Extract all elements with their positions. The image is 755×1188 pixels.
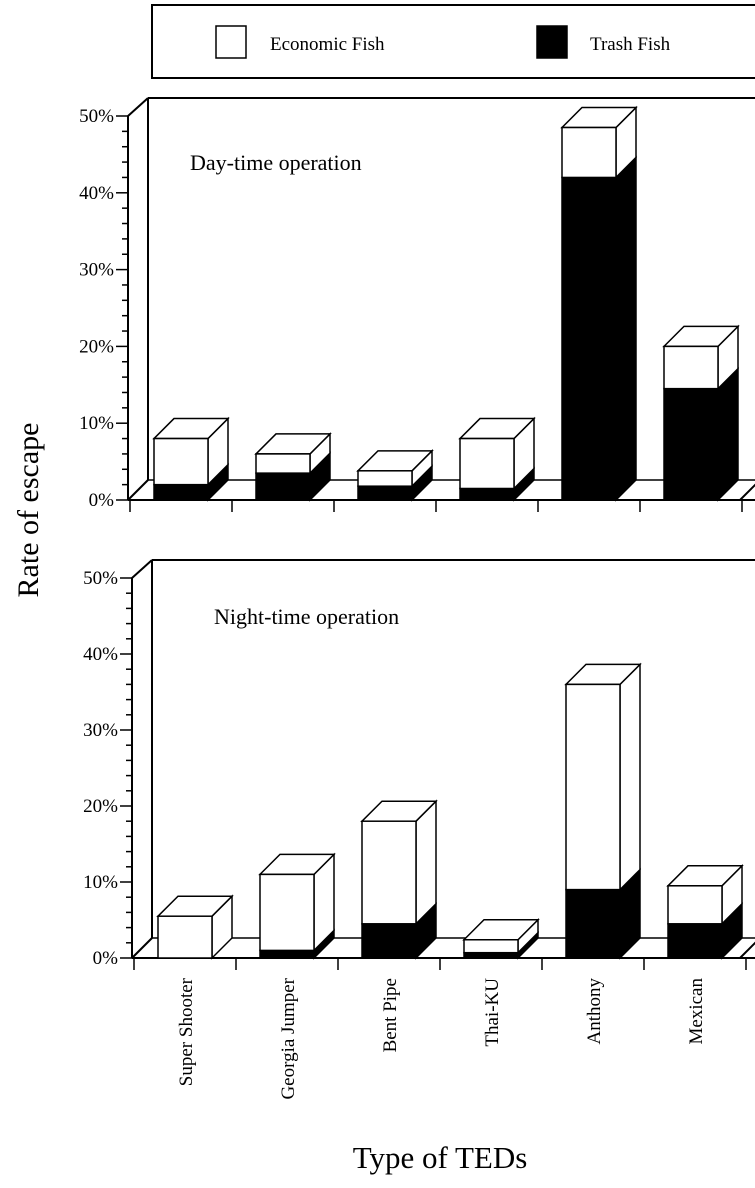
- corner-edge: [131, 559, 153, 579]
- floor-right-edge: [739, 483, 755, 501]
- y-axis-label: Rate of escape: [12, 423, 45, 598]
- category-label: Super Shooter: [176, 977, 197, 1086]
- bar-super-shooter: [156, 894, 234, 960]
- bar-thai-ku: [458, 416, 536, 502]
- bar-economic-front: [357, 470, 413, 487]
- bar-trash-front: [153, 483, 209, 501]
- bar-trash-front: [463, 951, 519, 959]
- bar-economic-side: [619, 662, 641, 892]
- bar-trash-front: [667, 923, 723, 959]
- y-tick-label: 30%: [83, 720, 118, 741]
- panel-title: Day-time operation: [190, 150, 362, 175]
- floor-right-edge: [739, 941, 755, 959]
- y-tick-label: 50%: [83, 568, 118, 589]
- y-tick-label: 0%: [93, 948, 119, 969]
- bar-economic-side: [415, 799, 437, 926]
- legend-swatch-trash: [536, 25, 568, 59]
- bar-economic-front: [255, 453, 311, 474]
- y-tick-label: 10%: [83, 872, 118, 893]
- bar-economic-front: [361, 820, 417, 925]
- bar-economic-front: [667, 885, 723, 925]
- category-label: Anthony: [584, 978, 605, 1045]
- y-tick-label: 20%: [79, 336, 114, 357]
- bar-anthony: [564, 662, 642, 960]
- y-tick-label: 10%: [79, 413, 114, 434]
- bar-trash-front: [255, 472, 311, 501]
- y-tick-label: 20%: [83, 796, 118, 817]
- bar-bent-pipe: [360, 799, 438, 960]
- category-label: Bent Pipe: [380, 978, 401, 1052]
- bar-thai-ku: [462, 917, 540, 960]
- bar-economic-front: [565, 683, 621, 891]
- bar-trash-front: [561, 176, 617, 501]
- bar-trash-front: [357, 485, 413, 501]
- legend-label-economic: Economic Fish: [270, 34, 385, 55]
- bar-bent-pipe: [356, 449, 434, 502]
- floor-left-edge: [127, 479, 149, 501]
- x-axis-label: Type of TEDs: [353, 1140, 528, 1175]
- bar-super-shooter: [152, 416, 230, 502]
- bar-economic-front: [459, 437, 515, 490]
- legend: Economic Fish Trash Fish: [151, 4, 755, 79]
- panel-title: Night-time operation: [214, 604, 399, 629]
- category-labels: Super Shooter Georgia Jumper Bent Pipe Thai…: [176, 977, 707, 1099]
- bar-economic-front: [259, 873, 315, 952]
- legend-swatch-economic: [215, 25, 247, 59]
- corner-edge: [127, 97, 149, 117]
- bar-economic-front: [561, 126, 617, 179]
- bar-trash-front: [565, 888, 621, 959]
- category-label: Georgia Jumper: [278, 977, 299, 1099]
- bar-mexican: [662, 324, 740, 502]
- y-tick-label: 0%: [89, 490, 115, 511]
- panel-day: 0% 10% 20% 30% 40% 50% Day-time operation: [79, 97, 755, 512]
- bar-economic-front: [663, 345, 719, 390]
- panel-night: 0% 10% 20% 30% 40% 50% Night-time operation: [83, 559, 755, 970]
- category-label: Thai-KU: [482, 978, 503, 1047]
- bar-trash-side: [717, 366, 739, 502]
- legend-frame: [151, 4, 755, 79]
- bar-economic-front: [153, 437, 209, 486]
- y-tick-label: 40%: [79, 183, 114, 204]
- bar-trash-front: [663, 387, 719, 501]
- bar-georgia-jumper: [254, 432, 332, 502]
- y-tick-label: 50%: [79, 106, 114, 127]
- bar-georgia-jumper: [258, 852, 336, 960]
- legend-label-trash: Trash Fish: [590, 34, 671, 55]
- bar-economic-front: [463, 939, 519, 954]
- bar-trash-front: [459, 487, 515, 501]
- floor-left-edge: [131, 937, 153, 959]
- y-tick-label: 40%: [83, 644, 118, 665]
- bar-trash-side: [615, 155, 637, 502]
- bar-mexican: [666, 863, 744, 960]
- y-tick-label: 30%: [79, 260, 114, 281]
- category-label: Mexican: [686, 978, 707, 1045]
- bar-anthony: [560, 105, 638, 502]
- bar-trash-front: [259, 949, 315, 959]
- bar-trash-front: [361, 923, 417, 959]
- bar-economic-front: [157, 915, 213, 959]
